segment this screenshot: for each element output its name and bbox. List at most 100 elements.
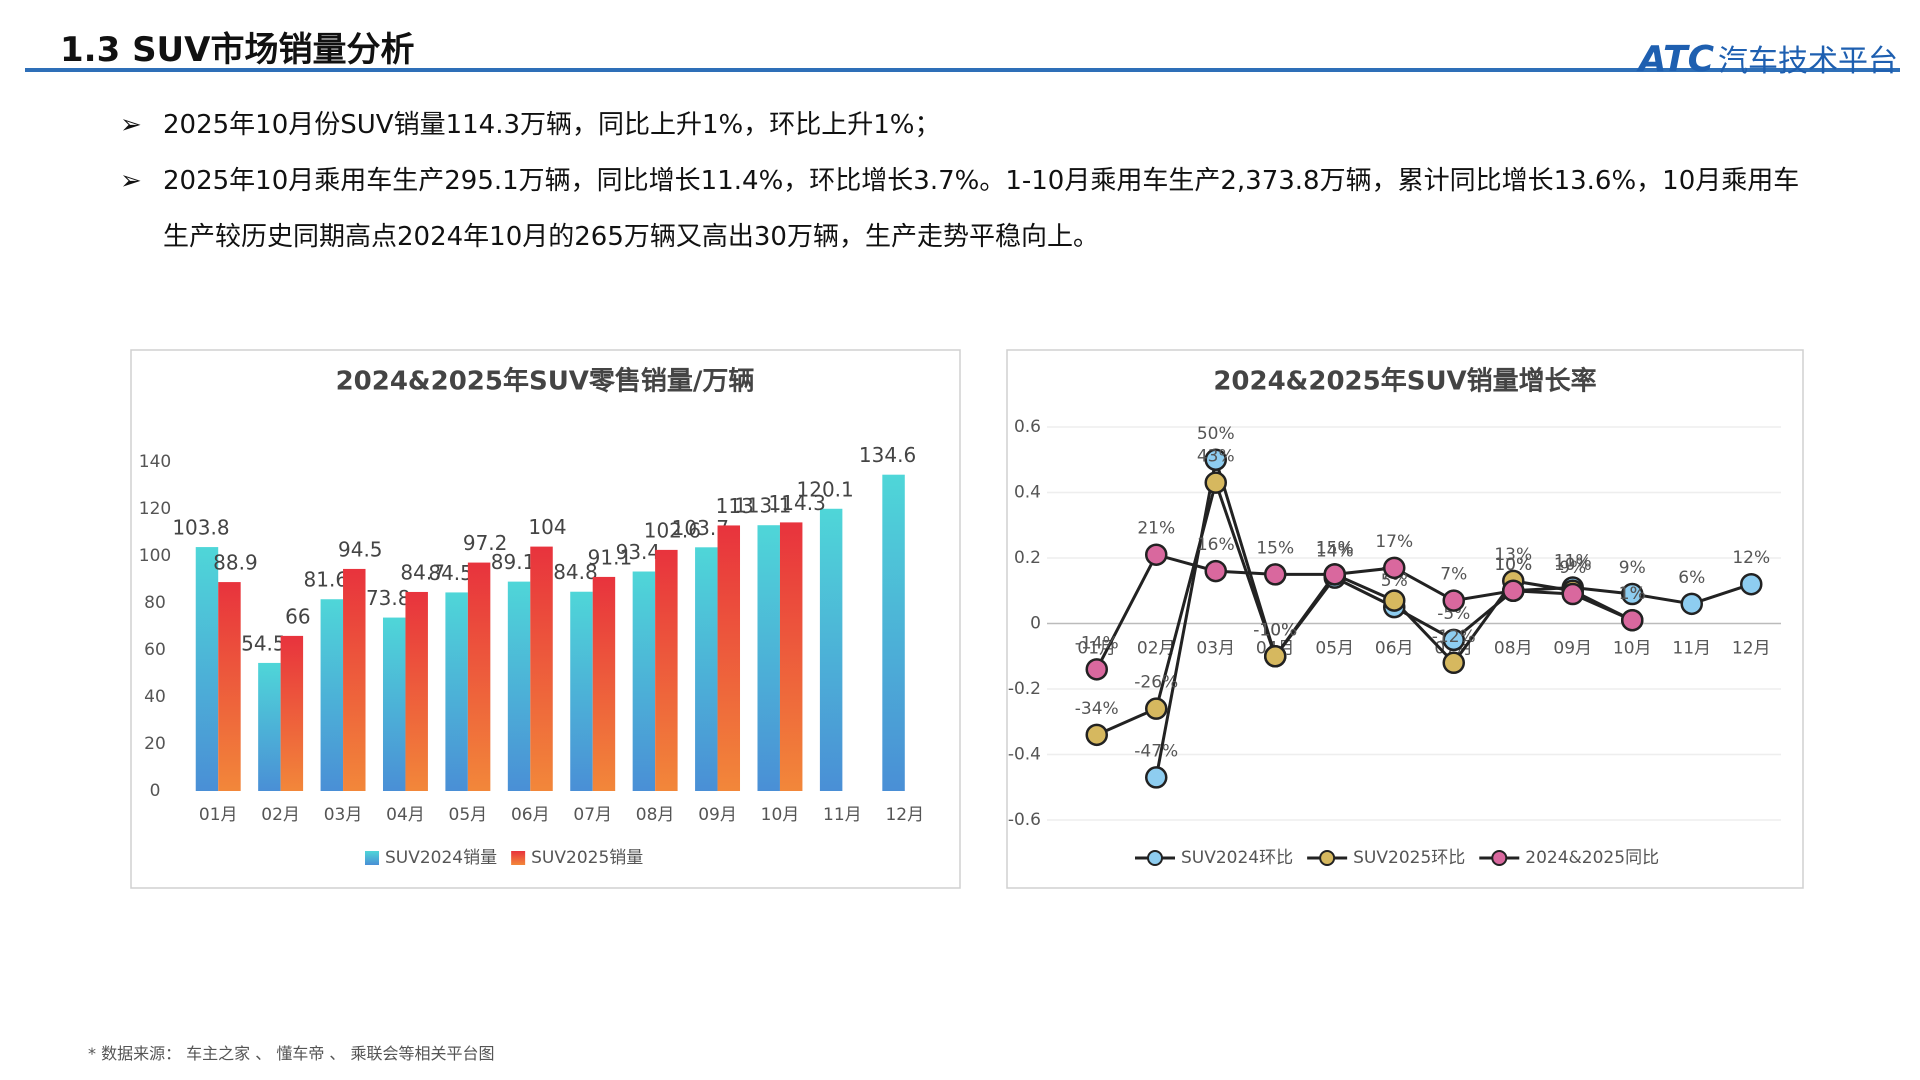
data-label: 134.6 (859, 443, 916, 467)
logo-mark: ATC (1638, 39, 1714, 80)
data-label: 102.6 (644, 518, 701, 542)
data-label: -12% (1432, 627, 1476, 647)
legend-marker (1319, 850, 1336, 866)
y-tick-label: 0 (150, 781, 161, 801)
marker (1085, 723, 1108, 747)
data-label: 103.8 (172, 516, 229, 540)
legend-swatch (365, 851, 379, 865)
data-label: 89.1 (491, 550, 536, 574)
marker (1740, 572, 1763, 596)
legend-label: SUV2025销量 (531, 848, 643, 868)
data-label: 13% (1494, 545, 1532, 565)
bar (382, 617, 406, 791)
marker (1442, 589, 1465, 612)
title-rule (25, 68, 1900, 72)
x-tick-label: 10月 (1613, 639, 1652, 659)
y-tick-label: 40 (144, 687, 166, 707)
marker (1264, 645, 1287, 668)
marker (1145, 697, 1168, 720)
bar (343, 568, 366, 791)
bar (507, 581, 531, 791)
data-label: 94.5 (338, 537, 383, 561)
y-tick-label: -0.2 (1008, 679, 1041, 699)
marker (1204, 471, 1227, 494)
x-tick-label: 02月 (261, 805, 300, 825)
bar (218, 582, 241, 791)
marker (1442, 651, 1465, 675)
data-label: 15% (1256, 538, 1294, 558)
x-tick-label: 01月 (199, 805, 238, 825)
bar (258, 662, 281, 791)
marker (1204, 448, 1227, 471)
data-label: 113 (716, 494, 754, 518)
y-tick-label: 0.6 (1014, 417, 1041, 437)
y-tick-label: 0.2 (1014, 548, 1041, 568)
chart-frame (1006, 349, 1804, 889)
marker (1323, 563, 1346, 586)
x-tick-label: 02月 (1137, 639, 1176, 659)
marker (1442, 628, 1465, 652)
y-tick-label: 20 (144, 734, 166, 754)
data-label: 114.3 (769, 491, 826, 515)
x-tick-label: 09月 (698, 805, 737, 825)
data-label: 84.5 (428, 561, 473, 585)
data-label: -34% (1075, 699, 1119, 719)
data-label: 9% (1559, 558, 1586, 578)
y-tick-label: -0.6 (1008, 810, 1041, 830)
bullet-text: 2025年10月份SUV销量114.3万辆，同比上升1%，环比上升1%； (163, 110, 941, 140)
data-label: 50% (1197, 424, 1235, 444)
marker (1085, 658, 1108, 681)
x-tick-label: 11月 (823, 805, 862, 825)
bar (467, 562, 491, 791)
x-tick-label: 03月 (1196, 639, 1235, 659)
data-label: 88.9 (213, 551, 258, 575)
data-label: 54.5 (241, 631, 286, 655)
data-label: 14% (1316, 542, 1354, 562)
legend-label: 2024&2025同比 (1525, 848, 1659, 868)
data-label: 10% (1554, 555, 1592, 575)
bar (695, 547, 718, 791)
y-tick-label: 140 (139, 452, 171, 472)
data-label: -10% (1253, 620, 1297, 640)
y-tick-label: -0.4 (1008, 745, 1041, 765)
legend-label: SUV2024环比 (1181, 848, 1293, 868)
bar (655, 549, 678, 791)
data-label: 1% (1619, 584, 1646, 604)
x-tick-label: 06月 (1375, 639, 1414, 659)
chart-title: 2024&2025年SUV零售销量/万辆 (336, 366, 755, 397)
footnote: * 数据来源： 车主之家 、 懂车帝 、 乘联会等相关平台图 (88, 1044, 495, 1063)
data-label: 21% (1137, 519, 1175, 539)
data-label: 120.1 (797, 477, 854, 501)
data-label: 17% (1375, 532, 1413, 552)
bar (632, 571, 656, 791)
data-label: 66 (285, 604, 310, 628)
data-label: 16% (1197, 535, 1235, 555)
data-label: 73.8 (366, 586, 411, 610)
y-tick-label: 0.4 (1014, 483, 1041, 503)
chart-title: 2024&2025年SUV销量增长率 (1213, 366, 1596, 397)
bar (530, 546, 553, 791)
y-tick-label: 0 (1030, 614, 1041, 634)
x-tick-label: 08月 (1494, 639, 1533, 659)
marker (1145, 543, 1168, 566)
x-tick-label: 12月 (885, 805, 924, 825)
x-tick-label: 12月 (1732, 639, 1771, 659)
data-label: -5% (1437, 604, 1470, 624)
bar (405, 591, 428, 791)
bar (445, 592, 468, 791)
data-label: 12% (1732, 548, 1770, 568)
data-label: 15% (1316, 538, 1354, 558)
bar (819, 508, 843, 791)
bar (195, 547, 219, 791)
bullet-text: 2025年10月乘用车生产295.1万辆，同比增长11.4%，环比增长3.7%。… (163, 166, 1800, 252)
legend-marker (1491, 850, 1508, 866)
data-label: 104 (528, 515, 566, 539)
bullet: ➢ 2025年10月份SUV销量114.3万辆，同比上升1%，环比上升1%； (120, 97, 1810, 153)
data-label: 10% (1494, 555, 1532, 575)
marker (1502, 579, 1525, 602)
x-tick-label: 09月 (1553, 639, 1592, 659)
data-label: 81.6 (304, 568, 349, 592)
marker (1383, 589, 1406, 612)
legend-label: SUV2024销量 (385, 848, 497, 868)
